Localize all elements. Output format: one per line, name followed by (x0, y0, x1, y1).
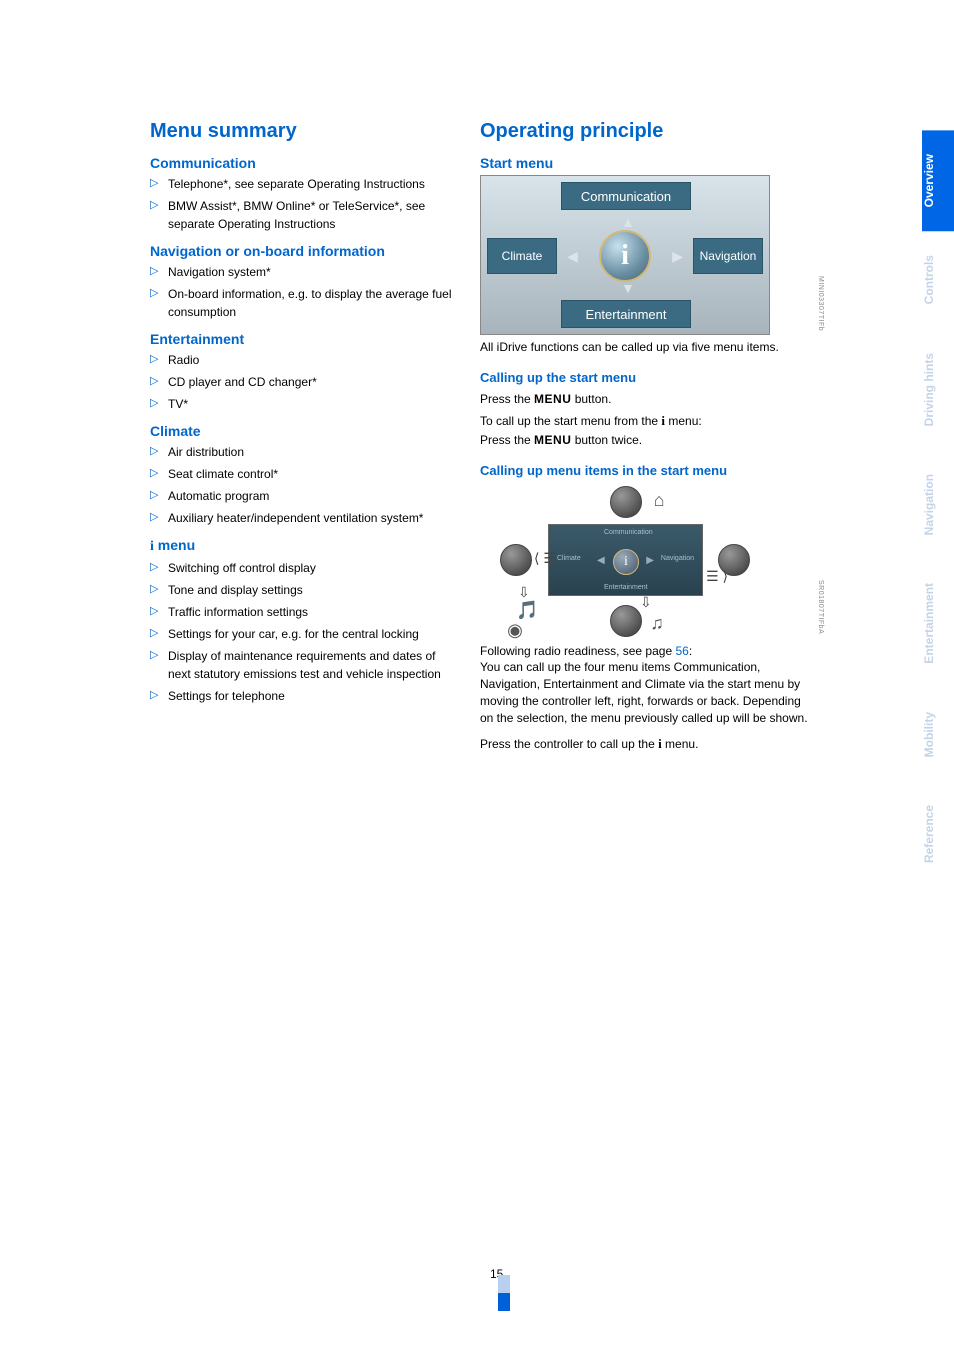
text-span: menu: (665, 414, 702, 428)
bookmark-icon: 🎵 (516, 600, 538, 622)
heading-communication: Communication (150, 155, 460, 171)
list-item: Automatic program (150, 487, 460, 505)
tab-mobility[interactable]: Mobility (922, 688, 954, 781)
tab-reference[interactable]: Reference (922, 781, 954, 887)
heading-calling-menu-items: Calling up menu items in the start menu (480, 463, 810, 478)
mini-label: Communication (604, 529, 653, 536)
page-marker (498, 1275, 510, 1311)
arrow-right-icon: ▶ (646, 555, 654, 566)
list-item: TV* (150, 395, 460, 413)
arrow-up-icon: ▲ (621, 214, 635, 230)
list-item: Radio (150, 351, 460, 369)
body-text: All iDrive functions can be called up vi… (480, 339, 810, 356)
arrow-down-icon: ⇩ (640, 594, 652, 611)
body-text: Following radio readiness, see page 56: (480, 643, 810, 660)
heading-calling-start-menu: Calling up the start menu (480, 370, 810, 385)
disc-icon: ◉ (504, 620, 526, 642)
mini-label: Climate (557, 555, 581, 562)
tab-driving-hints[interactable]: Driving hints (922, 329, 954, 450)
arrow-left-icon: ◀ (567, 248, 578, 265)
body-text: Press the MENU button twice. (480, 432, 810, 449)
text-span: To call up the start menu from the (480, 414, 661, 428)
arrow-left-icon: ⟨ ☰ (534, 550, 556, 567)
controller-knob-bottom (610, 605, 642, 637)
tab-entertainment[interactable]: Entertainment (922, 559, 954, 688)
arrow-right-icon: ▶ (672, 248, 683, 265)
side-tabs: Overview Controls Driving hints Navigati… (922, 130, 954, 887)
text-span: Press the (480, 433, 534, 447)
list-item: On-board information, e.g. to display th… (150, 285, 460, 321)
list-item: BMW Assist*, BMW Online* or TeleService*… (150, 197, 460, 233)
menu-button-word: MENU (534, 433, 571, 447)
heading-i-menu: i menu (150, 537, 460, 555)
text-span: Following radio readiness, see page (480, 644, 675, 658)
i-menu-suffix: menu (154, 537, 195, 553)
text-span: : (689, 644, 692, 658)
music-icon: ♫ (646, 613, 668, 635)
idrive-center-info-icon: i (599, 230, 651, 282)
heading-navigation-info: Navigation or on-board information (150, 243, 460, 259)
image-code: SR01807TIFbA (817, 580, 824, 634)
idrive-communication: Communication (561, 182, 691, 210)
arrow-down-icon: ▼ (621, 280, 635, 296)
tab-navigation[interactable]: Navigation (922, 450, 954, 559)
list-item: Tone and display settings (150, 581, 460, 599)
arrow-down-icon: ⇩ (518, 584, 530, 601)
page-link[interactable]: 56 (675, 644, 688, 658)
tab-overview[interactable]: Overview (922, 130, 954, 231)
idrive-navigation: Navigation (693, 238, 763, 274)
controller-knob-left (500, 544, 532, 576)
right-title: Operating principle (480, 120, 810, 143)
tab-controls[interactable]: Controls (922, 231, 954, 328)
body-text: To call up the start menu from the i men… (480, 412, 810, 430)
list-item: Traffic information settings (150, 603, 460, 621)
body-text: Press the controller to call up the i me… (480, 735, 810, 753)
marker-light (498, 1275, 510, 1293)
controller-diagram: Communication Climate Navigation Enterta… (480, 484, 770, 639)
text-span: button. (571, 392, 611, 406)
home-icon: ⌂ (648, 490, 670, 512)
list-item: Seat climate control* (150, 465, 460, 483)
list-item: Settings for your car, e.g. for the cent… (150, 625, 460, 643)
arrow-right-icon: ☰ ⟩ (706, 568, 728, 585)
mini-label: Entertainment (604, 584, 648, 591)
heading-climate: Climate (150, 423, 460, 439)
controller-knob-top (610, 486, 642, 518)
idrive-start-menu-graphic: Communication Entertainment Climate Navi… (480, 175, 770, 335)
list-item: Settings for telephone (150, 687, 460, 705)
list-item: Display of maintenance requirements and … (150, 647, 460, 683)
list-item: Navigation system* (150, 263, 460, 281)
mini-label: Navigation (661, 555, 694, 562)
body-text: You can call up the four menu items Comm… (480, 659, 810, 726)
text-span: Press the controller to call up the (480, 737, 658, 751)
list-item: Switching off control display (150, 559, 460, 577)
arrow-left-icon: ◀ (597, 555, 605, 566)
mini-info-icon: i (613, 549, 639, 575)
text-span: button twice. (571, 433, 642, 447)
image-code: MINI03307TIFb (817, 276, 824, 331)
list-item: CD player and CD changer* (150, 373, 460, 391)
idrive-climate: Climate (487, 238, 557, 274)
body-text: Press the MENU button. (480, 391, 810, 408)
text-span: Press the (480, 392, 534, 406)
heading-entertainment: Entertainment (150, 331, 460, 347)
text-span: menu. (662, 737, 699, 751)
heading-start-menu: Start menu (480, 155, 810, 171)
menu-button-word: MENU (534, 392, 571, 406)
list-item: Air distribution (150, 443, 460, 461)
idrive-entertainment: Entertainment (561, 300, 691, 328)
left-title: Menu summary (150, 120, 460, 143)
marker-dark (498, 1293, 510, 1311)
list-item: Telephone*, see separate Operating Instr… (150, 175, 460, 193)
mini-screen: Communication Climate Navigation Enterta… (548, 524, 703, 596)
list-item: Auxiliary heater/independent ventilation… (150, 509, 460, 527)
